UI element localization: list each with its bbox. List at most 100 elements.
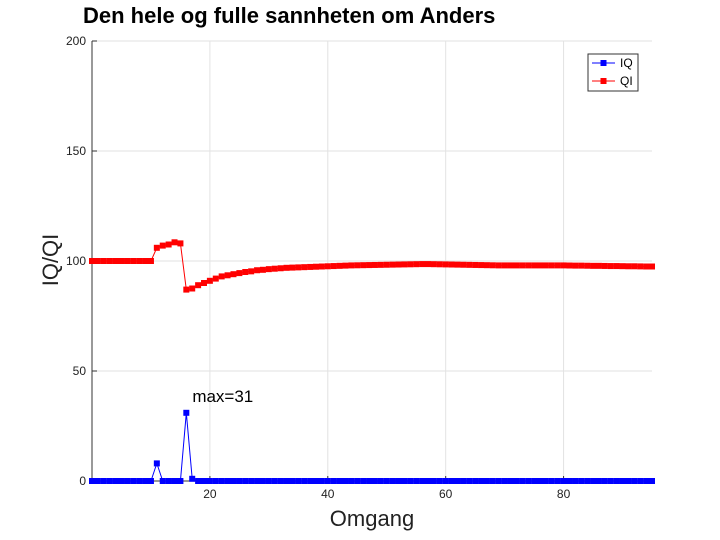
data-point-iq	[283, 478, 290, 484]
data-point-qi	[218, 273, 225, 280]
plot-area: 20 40 60 80 0 50 100 150 200	[66, 34, 655, 501]
data-point-iq	[354, 478, 361, 484]
data-point-qi	[283, 264, 290, 271]
data-point-qi	[212, 275, 219, 282]
data-point-qi	[407, 261, 414, 268]
data-point-qi	[112, 258, 119, 264]
series-qi	[89, 239, 655, 293]
data-point-iq	[607, 478, 614, 484]
data-point-iq	[542, 478, 549, 484]
data-point-iq	[483, 478, 490, 484]
data-point-iq	[460, 478, 467, 484]
data-point-iq	[566, 478, 573, 484]
data-point-qi	[236, 270, 243, 277]
data-point-iq	[295, 478, 302, 484]
data-point-qi	[460, 261, 467, 268]
data-point-qi	[501, 262, 508, 269]
data-point-qi	[89, 258, 95, 264]
y-tick-label: 150	[66, 144, 86, 158]
data-point-iq	[430, 478, 437, 484]
data-point-qi	[230, 271, 237, 278]
x-tick-label: 60	[439, 487, 453, 501]
data-point-iq	[495, 478, 502, 484]
data-point-qi	[201, 280, 207, 286]
data-point-iq	[318, 478, 325, 484]
data-point-iq	[242, 478, 249, 484]
data-point-qi	[489, 262, 496, 269]
data-point-iq	[631, 478, 638, 484]
data-point-qi	[313, 263, 319, 270]
data-point-qi	[560, 262, 567, 269]
data-point-qi	[619, 263, 626, 270]
y-tick-label: 200	[66, 34, 86, 48]
data-point-iq	[601, 478, 608, 484]
data-point-qi	[425, 261, 431, 268]
chart-title: Den hele og fulle sannheten om Anders	[83, 3, 495, 28]
data-point-qi	[360, 262, 367, 269]
data-point-qi	[572, 262, 579, 269]
data-point-iq	[218, 478, 225, 484]
data-point-iq	[572, 478, 579, 484]
data-point-qi	[430, 261, 437, 268]
data-point-iq	[560, 478, 567, 484]
data-point-qi	[519, 262, 526, 269]
data-point-iq	[501, 478, 508, 484]
data-point-iq	[649, 478, 655, 484]
data-point-iq	[118, 478, 125, 484]
data-point-qi	[271, 265, 278, 272]
data-point-iq	[124, 478, 131, 484]
data-point-qi	[136, 258, 143, 264]
data-point-qi	[595, 262, 602, 269]
data-point-qi	[165, 241, 172, 248]
data-point-iq	[307, 478, 314, 484]
data-point-qi	[242, 269, 249, 275]
data-point-iq	[330, 478, 337, 484]
data-point-iq	[165, 478, 172, 484]
data-point-iq	[395, 478, 402, 484]
data-point-qi	[613, 263, 620, 270]
data-point-qi	[442, 261, 449, 268]
data-point-iq	[413, 478, 420, 484]
data-point-iq	[619, 478, 626, 484]
data-point-iq	[590, 478, 597, 484]
data-point-iq	[489, 478, 496, 484]
data-point-qi	[389, 261, 396, 268]
data-point-iq	[342, 478, 349, 484]
data-point-qi	[525, 262, 532, 269]
data-point-qi	[159, 242, 166, 249]
data-point-qi	[448, 261, 455, 268]
data-point-qi	[554, 262, 561, 269]
data-point-qi	[318, 263, 325, 270]
data-point-qi	[395, 261, 402, 268]
data-point-iq	[130, 478, 137, 484]
data-point-iq	[230, 478, 237, 484]
data-point-iq	[94, 478, 101, 484]
data-point-iq	[466, 478, 473, 484]
data-point-qi	[478, 262, 485, 269]
data-point-iq	[100, 478, 107, 484]
data-point-iq	[336, 478, 343, 484]
legend-label-iq: IQ	[620, 56, 633, 70]
data-point-qi	[301, 264, 308, 271]
x-tick-label: 40	[321, 487, 335, 501]
data-point-qi	[513, 262, 520, 269]
data-point-iq	[360, 478, 367, 484]
data-point-iq	[136, 478, 143, 484]
legend-marker-iq	[600, 60, 607, 66]
data-point-qi	[177, 240, 184, 247]
data-point-iq	[407, 478, 414, 484]
data-point-iq	[595, 478, 602, 484]
data-point-iq	[554, 478, 561, 484]
data-point-iq	[324, 478, 331, 484]
data-point-qi	[366, 262, 373, 269]
data-point-iq	[248, 478, 255, 484]
data-point-qi	[354, 262, 361, 269]
data-point-iq	[625, 478, 632, 484]
data-point-qi	[578, 262, 585, 269]
data-point-qi	[183, 286, 190, 293]
data-point-iq	[147, 478, 154, 484]
data-point-iq	[189, 475, 196, 482]
data-point-iq	[548, 478, 555, 484]
data-point-iq	[383, 478, 390, 484]
